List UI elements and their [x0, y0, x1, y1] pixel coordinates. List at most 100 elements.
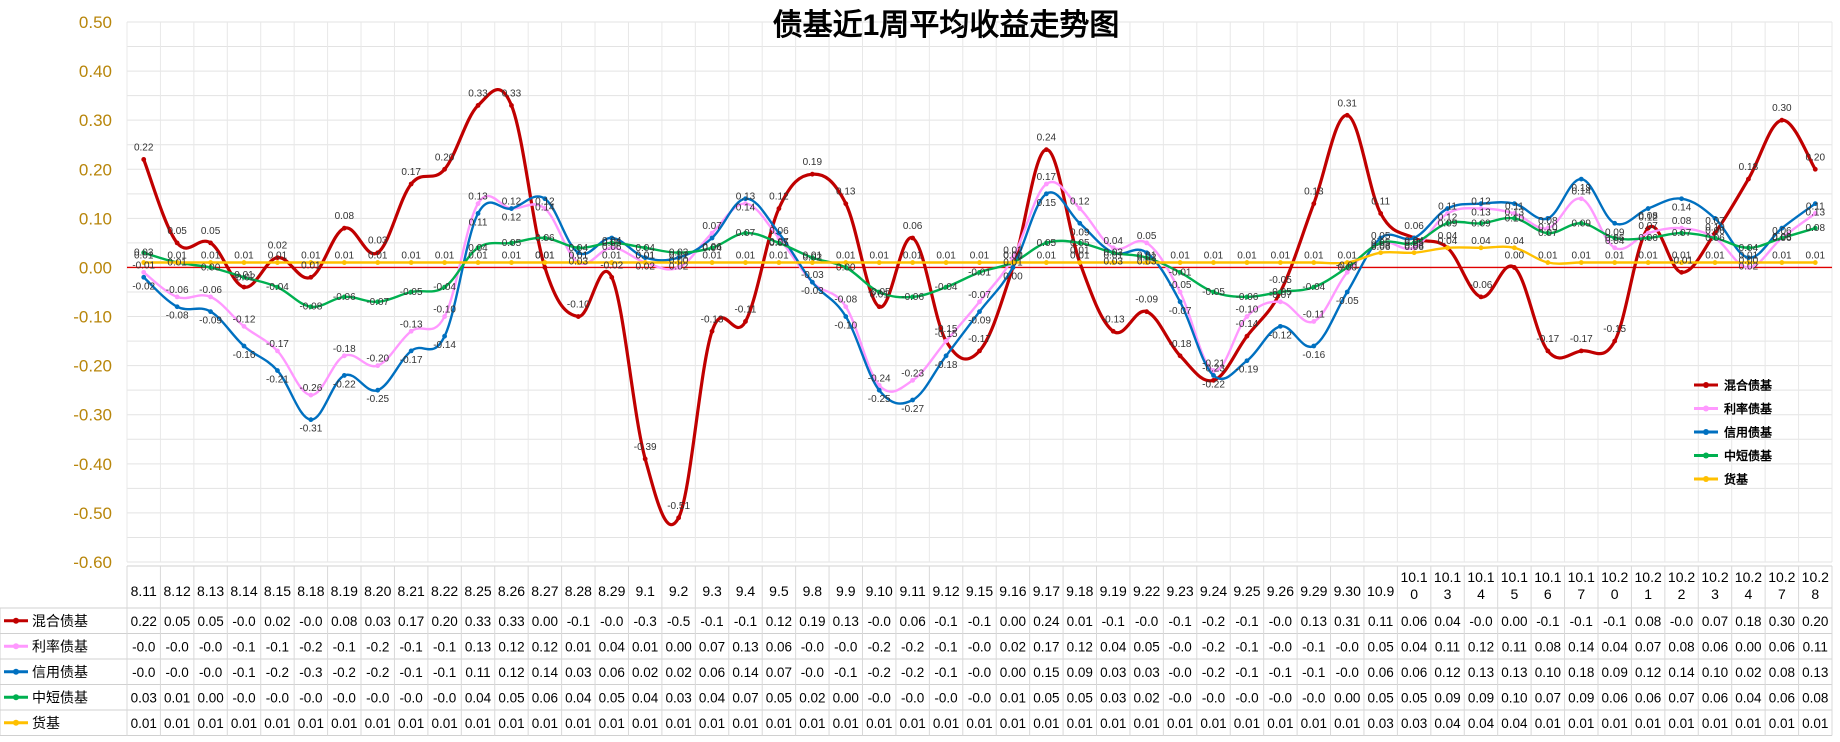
data-label: 0.14 — [736, 203, 756, 214]
data-point — [408, 181, 414, 187]
data-label: 0.01 — [401, 251, 421, 262]
x-tick-label: 9.16 — [999, 583, 1026, 599]
data-label: 0.11 — [1438, 201, 1457, 212]
data-point — [1144, 240, 1150, 246]
data-label: 0.01 — [535, 251, 555, 262]
data-label: 0.01 — [1338, 251, 1358, 262]
data-label: 0.20 — [1806, 152, 1826, 163]
data-label: 0.18 — [1739, 162, 1759, 173]
x-tick-label: 6 — [1544, 586, 1552, 602]
data-label: 0.01 — [234, 251, 254, 262]
table-cell: 0.01 — [131, 716, 157, 731]
table-cell: 0.07 — [1635, 639, 1661, 654]
data-label: 0.00 — [1739, 255, 1759, 266]
data-label: 0.13 — [1304, 187, 1324, 198]
data-label: -0.22 — [333, 379, 356, 390]
x-tick-label: 9.26 — [1267, 583, 1294, 599]
table-cell: -0.2 — [868, 665, 891, 680]
table-cell: 0.18 — [1735, 614, 1761, 629]
data-point — [1043, 181, 1049, 187]
data-label: 0.01 — [268, 251, 288, 262]
table-cell: 0.06 — [766, 639, 792, 654]
data-point — [1645, 260, 1651, 265]
data-point — [1712, 215, 1718, 221]
data-point — [1411, 250, 1417, 256]
data-point — [1244, 333, 1250, 339]
x-tick-label: 9.12 — [932, 583, 959, 599]
data-point — [1679, 225, 1684, 231]
data-point — [1010, 255, 1016, 261]
table-cell: -0.3 — [634, 614, 657, 629]
data-label: 0.05 — [1371, 238, 1391, 249]
data-label: -0.15 — [935, 329, 958, 340]
data-point — [509, 206, 514, 211]
table-cell: 0.04 — [1434, 716, 1461, 731]
data-label: -0.04 — [1302, 282, 1325, 293]
data-point — [542, 206, 548, 211]
data-label: 0.04 — [1103, 236, 1123, 247]
data-point — [1478, 220, 1484, 226]
data-point — [609, 245, 615, 251]
data-point — [208, 265, 213, 270]
data-point — [1779, 225, 1785, 231]
data-point — [174, 304, 180, 310]
table-cell: -0.2 — [366, 639, 389, 654]
table-cell: 0.33 — [465, 614, 491, 629]
table-cell: 0.01 — [1301, 716, 1327, 731]
table-cell: 0.03 — [1100, 665, 1126, 680]
data-point — [1311, 284, 1317, 290]
table-cell: 0.01 — [766, 716, 792, 731]
table-cell: 0.01 — [732, 716, 758, 731]
data-point — [676, 265, 682, 270]
data-point — [275, 284, 280, 290]
data-point — [1612, 235, 1618, 241]
data-label: 0.06 — [1772, 226, 1792, 237]
data-point — [1578, 260, 1584, 265]
data-point — [1679, 196, 1684, 202]
table-cell: 0.06 — [1769, 639, 1795, 654]
table-cell: 0.00 — [1000, 614, 1026, 629]
table-cell: 0.01 — [498, 716, 524, 731]
data-point — [1211, 377, 1216, 383]
table-cell: 0.06 — [1702, 639, 1728, 654]
data-label: 0.04 — [1739, 243, 1759, 254]
table-cell: 0.04 — [599, 639, 626, 654]
data-label: -0.10 — [433, 305, 456, 316]
data-point — [408, 289, 414, 295]
data-label: 0.01 — [936, 251, 956, 262]
data-point — [1077, 240, 1083, 246]
x-tick-label: 5 — [1511, 586, 1519, 602]
y-tick-label: 0.30 — [79, 111, 112, 130]
data-point — [1512, 245, 1517, 251]
table-cell: -0.0 — [1168, 665, 1191, 680]
table-cell: 0.06 — [1769, 690, 1795, 705]
table-cell: 0.01 — [1602, 716, 1628, 731]
data-label: 0.05 — [769, 238, 789, 249]
data-point — [575, 314, 581, 319]
table-cell: 0.05 — [1134, 639, 1160, 654]
data-label: 0.01 — [1705, 251, 1725, 262]
data-label: 0.01 — [1070, 246, 1090, 257]
x-tick-label: 9.10 — [866, 583, 893, 599]
table-cell: 0.07 — [732, 690, 758, 705]
table-cell: 0.06 — [1368, 665, 1394, 680]
data-point — [1077, 260, 1083, 265]
data-label: 0.08 — [1772, 232, 1792, 243]
data-point — [1344, 269, 1350, 275]
data-label: -0.10 — [1236, 305, 1259, 316]
table-cell: -0.1 — [1603, 614, 1626, 629]
data-label: -0.06 — [166, 285, 189, 296]
data-label: 0.04 — [1438, 231, 1458, 242]
data-label: 0.01 — [1739, 251, 1759, 262]
data-label: 0.04 — [1438, 236, 1458, 247]
table-cell: -0.2 — [266, 665, 289, 680]
data-label: -0.01 — [1169, 267, 1192, 278]
data-point — [809, 255, 815, 261]
data-point — [208, 309, 213, 315]
table-cell: 0.24 — [1033, 614, 1060, 629]
x-tick-label: 8.25 — [464, 583, 491, 599]
data-label: 0.02 — [1137, 253, 1157, 264]
table-cell: 0.17 — [1033, 639, 1059, 654]
table-cell: -0.0 — [199, 639, 222, 654]
data-point — [241, 323, 247, 329]
